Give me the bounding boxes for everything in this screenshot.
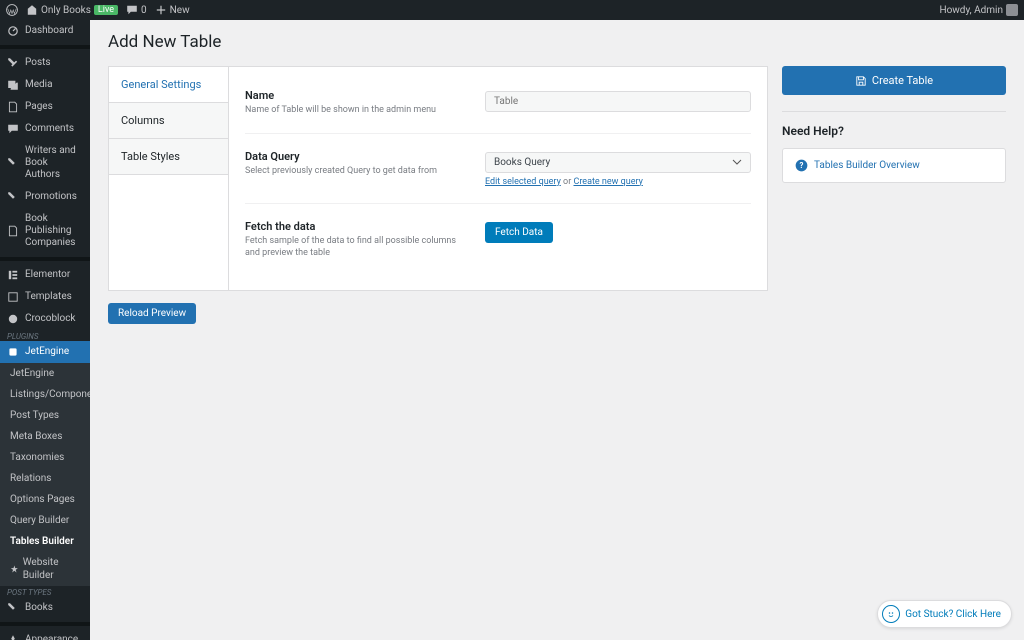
- sidebar-item-elementor[interactable]: Elementor: [0, 264, 90, 286]
- sidebar-item-templates[interactable]: Templates: [0, 286, 90, 308]
- help-icon: ?: [795, 159, 808, 172]
- reload-preview-button[interactable]: Reload Preview: [108, 303, 196, 324]
- admin-bar: Only Books Live 0 New Howdy, Admin: [0, 0, 1024, 20]
- submenu-options[interactable]: Options Pages: [0, 489, 90, 510]
- sidebar-item-dashboard[interactable]: Dashboard: [0, 20, 90, 42]
- fetch-desc: Fetch sample of the data to find all pos…: [245, 235, 465, 260]
- query-select[interactable]: Books Query: [485, 152, 751, 173]
- submenu-listings[interactable]: Listings/Components: [0, 384, 90, 405]
- settings-panel: General Settings Columns Table Styles Na…: [108, 66, 768, 291]
- edit-query-link[interactable]: Edit selected query: [485, 177, 561, 187]
- sidebar-item-pages[interactable]: Pages: [0, 96, 90, 118]
- page-title: Add New Table: [108, 32, 1006, 52]
- or-text: or: [561, 177, 574, 187]
- name-input[interactable]: [485, 91, 751, 112]
- stuck-widget[interactable]: Got Stuck? Click Here: [877, 600, 1012, 628]
- sidebar-item-companies[interactable]: Book Publishing Companies: [0, 208, 90, 254]
- submenu-taxonomies[interactable]: Taxonomies: [0, 447, 90, 468]
- query-desc: Select previously created Query to get d…: [245, 165, 465, 178]
- tab-styles[interactable]: Table Styles: [109, 139, 228, 175]
- tab-general[interactable]: General Settings: [109, 67, 228, 103]
- help-link[interactable]: Tables Builder Overview: [814, 160, 920, 171]
- sidebar-item-crocoblock[interactable]: Crocoblock: [0, 308, 90, 330]
- tabs-column: General Settings Columns Table Styles: [109, 67, 229, 290]
- greeting: Howdy, Admin: [939, 5, 1003, 16]
- sidebar-item-media[interactable]: Media: [0, 74, 90, 96]
- howdy-link[interactable]: Howdy, Admin: [939, 4, 1018, 16]
- query-label: Data Query: [245, 150, 465, 163]
- submenu-relations[interactable]: Relations: [0, 468, 90, 489]
- sidebar-item-appearance[interactable]: Appearance: [0, 629, 90, 640]
- help-title: Need Help?: [782, 124, 1006, 138]
- new-link[interactable]: New: [155, 4, 190, 16]
- name-desc: Name of Table will be shown in the admin…: [245, 104, 465, 117]
- create-query-link[interactable]: Create new query: [573, 177, 642, 187]
- sidebar-item-books[interactable]: Books: [0, 597, 90, 619]
- submenu-jetengine[interactable]: JetEngine: [0, 363, 90, 384]
- admin-sidebar: Dashboard Posts Media Pages Comments Wri…: [0, 20, 90, 640]
- submenu-querybuilder[interactable]: Query Builder: [0, 510, 90, 531]
- submenu-websitebuilder[interactable]: Website Builder: [0, 552, 90, 586]
- stuck-icon: [882, 605, 900, 623]
- tab-columns[interactable]: Columns: [109, 103, 228, 139]
- new-label: New: [170, 5, 190, 16]
- sidebar-item-writers[interactable]: Writers and Book Authors: [0, 140, 90, 186]
- site-name: Only Books: [41, 5, 91, 16]
- fetch-label: Fetch the data: [245, 220, 465, 233]
- comments-link[interactable]: 0: [126, 4, 147, 16]
- sidebar-item-posts[interactable]: Posts: [0, 52, 90, 74]
- sidebar-item-promotions[interactable]: Promotions: [0, 186, 90, 208]
- svg-text:?: ?: [800, 161, 804, 170]
- help-box: ? Tables Builder Overview: [782, 148, 1006, 183]
- stuck-label: Got Stuck? Click Here: [905, 609, 1001, 620]
- posttypes-separator: POST TYPES: [0, 586, 90, 597]
- submenu-metaboxes[interactable]: Meta Boxes: [0, 426, 90, 447]
- submenu-posttypes[interactable]: Post Types: [0, 405, 90, 426]
- plugins-separator: PLUGINS: [0, 330, 90, 341]
- site-name-link[interactable]: Only Books Live: [26, 4, 118, 16]
- content-area: Add New Table General Settings Columns T…: [90, 20, 1024, 640]
- name-label: Name: [245, 89, 465, 102]
- wp-logo[interactable]: [6, 4, 18, 16]
- jetengine-submenu: JetEngine Listings/Components Post Types…: [0, 363, 90, 586]
- save-icon: [855, 75, 867, 87]
- sidebar-item-comments[interactable]: Comments: [0, 118, 90, 140]
- create-table-button[interactable]: Create Table: [782, 66, 1006, 95]
- comment-count: 0: [141, 5, 147, 16]
- fetch-data-button[interactable]: Fetch Data: [485, 222, 553, 243]
- live-badge: Live: [94, 5, 118, 15]
- sidebar-item-jetengine[interactable]: JetEngine: [0, 341, 90, 363]
- submenu-tablesbuilder[interactable]: Tables Builder: [0, 531, 90, 552]
- avatar: [1006, 4, 1018, 16]
